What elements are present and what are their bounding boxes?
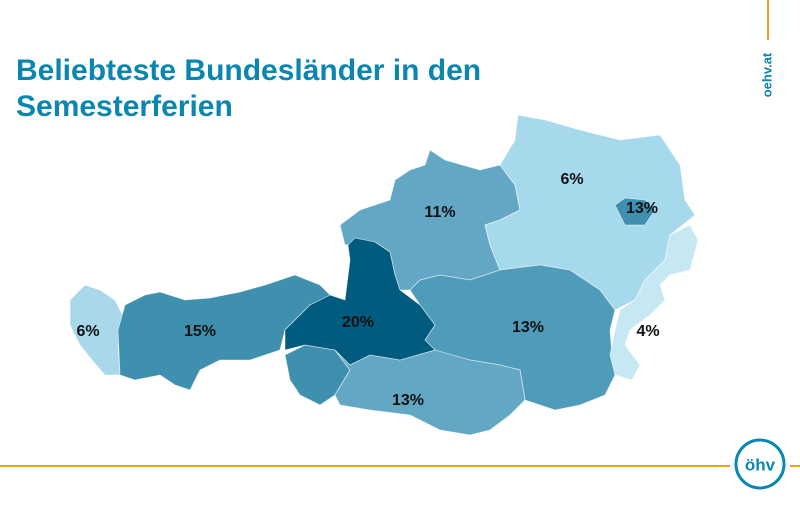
logo-text: öhv (745, 455, 776, 474)
site-url: oehv.at (759, 52, 774, 97)
title-line: Semesterferien (16, 90, 233, 123)
logo (734, 438, 786, 490)
region-value-label: 13% (512, 319, 544, 336)
region-value-label: 4% (636, 323, 659, 340)
region (284, 237, 436, 366)
map: 6% 15% 20% 11% 6% 13% 13% 13% 4% (69, 114, 699, 436)
region-value-label: 13% (392, 392, 424, 409)
region-value-label: 6% (560, 171, 583, 188)
region (609, 224, 699, 381)
region-value-label: 11% (424, 204, 455, 221)
title-line: Beliebteste Bundesländer in den (16, 54, 481, 87)
region-value-label: 13% (626, 200, 658, 217)
region (614, 197, 656, 226)
region-value-label: 15% (184, 323, 216, 340)
region-value-label: 20% (342, 314, 374, 331)
region-value-label: 6% (76, 323, 99, 340)
